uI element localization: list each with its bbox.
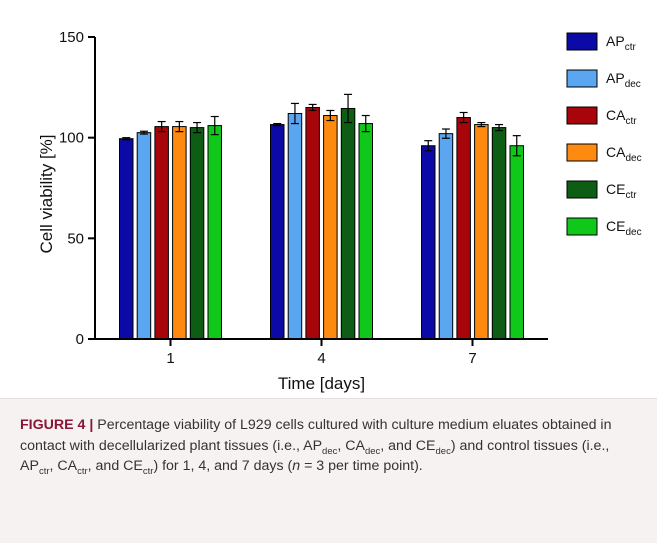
bar bbox=[119, 138, 134, 340]
legend-swatch bbox=[566, 143, 598, 162]
bar bbox=[270, 124, 285, 340]
caption-subscript: ctr bbox=[142, 465, 154, 477]
x-axis-ticks: 1 4 7 bbox=[166, 339, 477, 367]
caption-text: , CA bbox=[337, 437, 365, 454]
y-axis-title: Cell viability [%] bbox=[37, 134, 56, 253]
bar bbox=[305, 106, 320, 340]
bar bbox=[340, 107, 356, 340]
legend-label: CEctr bbox=[606, 181, 637, 201]
legend: APctr APdec CActr CAdec CEctr CEdec bbox=[566, 32, 642, 238]
x-tick-label: 7 bbox=[468, 350, 476, 367]
legend-swatch bbox=[566, 217, 598, 236]
caption-text: = 3 per time point). bbox=[300, 458, 423, 474]
legend-label: CEdec bbox=[606, 218, 642, 238]
error-bars bbox=[122, 93, 521, 157]
caption-subscript: ctr bbox=[38, 465, 50, 477]
caption-text: Percentage viability of L929 cells cultu… bbox=[20, 417, 612, 454]
bar bbox=[456, 117, 471, 340]
x-axis-title: Time [days] bbox=[278, 374, 365, 393]
legend-swatch bbox=[566, 69, 598, 88]
bar bbox=[358, 123, 373, 340]
caption-text: , and CE bbox=[87, 458, 143, 474]
bar bbox=[287, 113, 303, 340]
caption-italic-n: n bbox=[292, 458, 301, 474]
bar bbox=[438, 133, 454, 340]
y-tick-label: 50 bbox=[67, 230, 84, 247]
legend-swatch bbox=[566, 32, 598, 51]
figure-caption: FIGURE 4 | Percentage viability of L929 … bbox=[20, 415, 640, 477]
caption-panel: FIGURE 4 | Percentage viability of L929 … bbox=[0, 398, 657, 543]
legend-label: APctr bbox=[606, 33, 636, 53]
bar bbox=[136, 132, 152, 340]
y-tick-label: 100 bbox=[59, 130, 84, 147]
legend-label: CActr bbox=[606, 107, 637, 127]
legend-label: CAdec bbox=[606, 144, 642, 164]
legend-swatch bbox=[566, 180, 598, 199]
caption-text: ) and control tissues (i.e., AP bbox=[20, 437, 610, 475]
x-tick-label: 1 bbox=[166, 350, 174, 367]
caption-text: ) for 1, 4, and 7 days ( bbox=[153, 458, 293, 474]
caption-label: FIGURE 4 | bbox=[20, 417, 94, 433]
caption-subscript: dec bbox=[364, 445, 381, 457]
bar bbox=[421, 145, 436, 340]
x-tick-label: 4 bbox=[317, 350, 325, 367]
caption-subscript: dec bbox=[322, 445, 338, 457]
y-axis-ticks: 0 50 100 150 bbox=[59, 29, 95, 348]
bar-chart: 0 50 100 150 1 4 7 Time [days] Cell viability… bbox=[37, 29, 642, 393]
bars bbox=[119, 106, 524, 340]
legend-label: APdec bbox=[606, 70, 641, 90]
bar bbox=[189, 127, 205, 340]
bar bbox=[509, 145, 524, 340]
y-tick-label: 150 bbox=[59, 29, 84, 46]
legend-swatch bbox=[566, 106, 598, 125]
caption-text: , and CE bbox=[380, 437, 436, 454]
bar bbox=[207, 125, 222, 340]
bar bbox=[172, 126, 187, 340]
bar bbox=[154, 126, 169, 340]
caption-subscript: dec bbox=[435, 445, 451, 457]
caption-subscript: ctr bbox=[77, 465, 88, 477]
bar bbox=[323, 115, 338, 340]
caption-text: , CA bbox=[49, 458, 78, 474]
bar bbox=[474, 124, 489, 340]
y-tick-label: 0 bbox=[76, 331, 84, 348]
bar bbox=[491, 127, 507, 340]
